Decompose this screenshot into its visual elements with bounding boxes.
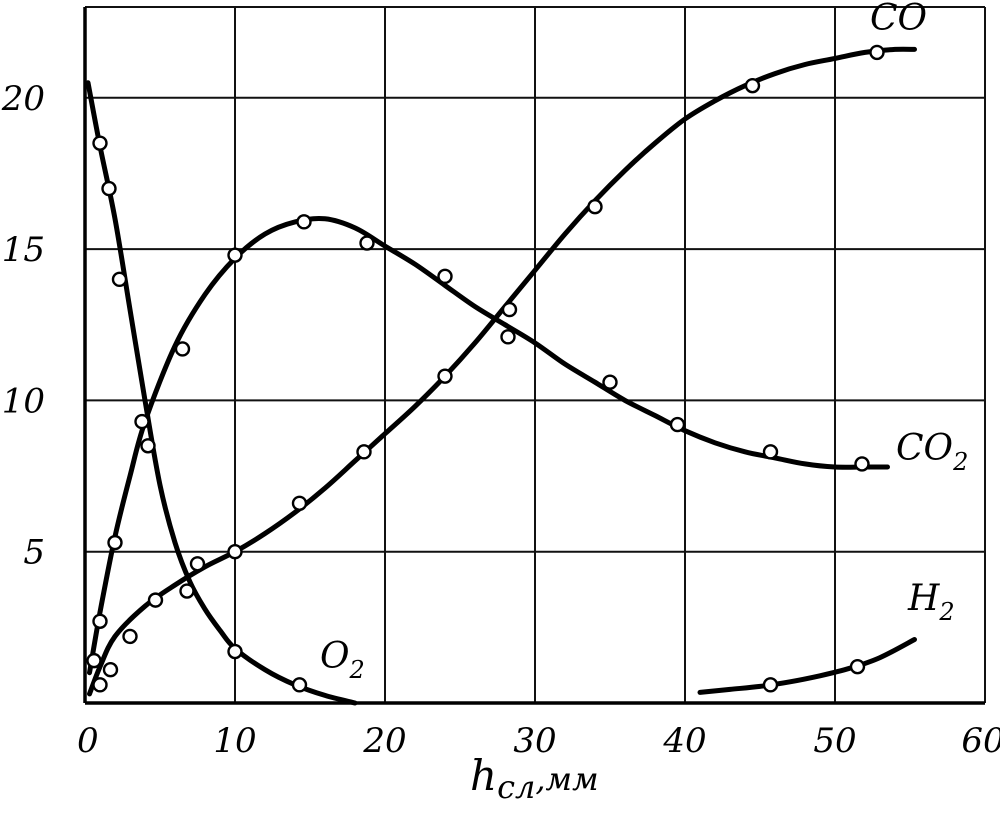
series-label-co2: CO2 bbox=[896, 428, 968, 476]
data-point-o2-4 bbox=[179, 583, 195, 599]
series-label-co: CO bbox=[870, 0, 927, 39]
data-point-co2-12 bbox=[854, 456, 870, 472]
data-point-o2-0 bbox=[92, 135, 108, 151]
x-axis-label: hсл,мм bbox=[470, 751, 599, 806]
points bbox=[86, 44, 885, 693]
x-axis-label-main: h bbox=[470, 751, 497, 800]
data-point-co2-6 bbox=[359, 235, 375, 251]
series-label-co-name: CO bbox=[870, 0, 927, 39]
data-point-co2-10 bbox=[669, 416, 686, 433]
data-point-co-8 bbox=[356, 444, 372, 460]
data-point-co2-9 bbox=[602, 374, 618, 390]
data-point-co-1 bbox=[92, 677, 108, 693]
curves bbox=[85, 46, 917, 706]
y-tick-label-5: 5 bbox=[23, 533, 45, 573]
series-label-co2-sub: 2 bbox=[952, 448, 968, 476]
data-point-co2-7 bbox=[437, 268, 453, 285]
series-label-o2: O2 bbox=[320, 636, 365, 684]
series-line-co2 bbox=[87, 215, 890, 676]
y-tick-label-15: 15 bbox=[2, 230, 45, 270]
data-point-co2-8 bbox=[501, 301, 518, 318]
data-point-o2-2 bbox=[111, 271, 128, 288]
data-point-co-6 bbox=[227, 543, 243, 560]
x-tick-label-30: 30 bbox=[513, 721, 556, 761]
data-point-co2-1 bbox=[107, 534, 123, 551]
data-point-co-4 bbox=[147, 592, 164, 608]
data-point-h2-1 bbox=[849, 658, 866, 675]
data-point-o2-3 bbox=[140, 438, 156, 454]
grid bbox=[83, 6, 986, 705]
series-line-co bbox=[87, 46, 917, 697]
x-tick-label-40: 40 bbox=[662, 721, 706, 761]
series-label-o2-sub: 2 bbox=[349, 656, 365, 684]
x-tick-label-10: 10 bbox=[213, 721, 256, 761]
data-point-co2-11 bbox=[762, 444, 779, 460]
data-point-co2-4 bbox=[227, 247, 243, 263]
x-tick-label-0: 0 bbox=[77, 721, 99, 761]
data-point-o2-5 bbox=[227, 643, 243, 660]
data-point-co-2 bbox=[102, 662, 119, 678]
data-point-co-3 bbox=[122, 628, 138, 645]
data-point-co-7 bbox=[291, 495, 308, 511]
x-tick-label-20: 20 bbox=[362, 721, 406, 761]
data-point-co2-5 bbox=[296, 214, 312, 230]
data-point-co-9 bbox=[437, 368, 453, 384]
data-point-co2-3 bbox=[174, 341, 191, 357]
series-line-h2 bbox=[697, 637, 917, 695]
data-point-co-5 bbox=[189, 556, 206, 572]
data-point-co-11 bbox=[587, 199, 603, 215]
x-axis-label-sub: сл bbox=[497, 768, 535, 806]
series-label-h2: H2 bbox=[907, 578, 955, 626]
tick-labels: 0 10 20 30 40 50 60 5 10 15 20 bbox=[1, 79, 1000, 761]
data-point-co2-0 bbox=[92, 613, 108, 629]
data-point-co-13 bbox=[869, 44, 885, 61]
data-point-o2-1 bbox=[101, 180, 117, 197]
data-point-co-12 bbox=[744, 77, 761, 94]
series-label-h2-name: H bbox=[907, 578, 940, 619]
data-point-h2-0 bbox=[762, 677, 779, 693]
x-tick-label-60: 60 bbox=[961, 721, 1000, 761]
data-point-co2-2 bbox=[134, 413, 150, 430]
data-point-co-0 bbox=[86, 652, 102, 669]
x-axis-label-unit: ,мм bbox=[535, 760, 598, 798]
data-point-co-10 bbox=[500, 329, 516, 345]
data-point-o2-6 bbox=[291, 677, 308, 693]
y-tick-label-20: 20 bbox=[1, 79, 45, 119]
series-label-co2-name: CO bbox=[896, 428, 953, 469]
series-line-o2 bbox=[85, 80, 358, 706]
series-label-o2-name: O bbox=[320, 636, 350, 677]
y-tick-label-10: 10 bbox=[2, 381, 45, 421]
series-label-h2-sub: 2 bbox=[938, 598, 954, 626]
x-tick-label-50: 50 bbox=[813, 721, 856, 761]
